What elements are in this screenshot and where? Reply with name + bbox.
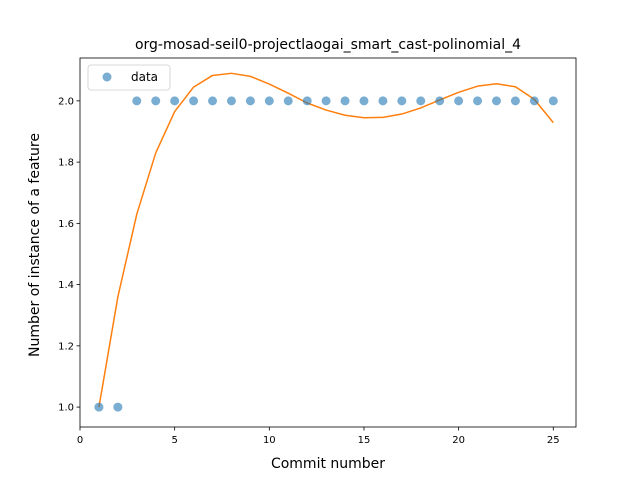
x-tick-label: 0 xyxy=(77,435,83,446)
data-point xyxy=(473,96,483,106)
plot-area xyxy=(94,72,558,412)
axes-frame xyxy=(79,57,577,428)
legend-label: data xyxy=(131,70,158,84)
data-point xyxy=(170,96,180,106)
data-point xyxy=(208,96,218,106)
data-point xyxy=(510,96,520,106)
data-point xyxy=(151,96,161,106)
legend-box xyxy=(87,64,171,91)
data-point xyxy=(416,96,426,106)
data-point xyxy=(226,96,236,106)
y-tick-label: 1.6 xyxy=(58,219,74,230)
data-point xyxy=(529,96,539,106)
data-point xyxy=(454,96,464,106)
legend-marker xyxy=(102,72,112,82)
y-axis-label: Number of instance of a feature xyxy=(27,133,43,357)
fit-line xyxy=(98,72,554,408)
data-point xyxy=(94,402,104,412)
data-point xyxy=(321,96,331,106)
x-tick-label: 15 xyxy=(358,435,371,446)
x-tick-label: 25 xyxy=(547,435,560,446)
data-point xyxy=(302,96,312,106)
legend: data xyxy=(87,64,171,91)
data-point xyxy=(548,96,558,106)
y-tick-label: 1.8 xyxy=(58,158,74,169)
axes: 0 5 10 15 20 25 1.0 1.2 1.4 1.6 1.8 2.0 xyxy=(58,57,577,446)
data-point xyxy=(132,96,142,106)
data-point xyxy=(378,96,388,106)
data-point xyxy=(283,96,293,106)
data-point xyxy=(340,96,350,106)
x-tick-label: 10 xyxy=(263,435,276,446)
y-tick-label: 1.4 xyxy=(58,280,74,291)
y-tick-label: 2.0 xyxy=(58,96,74,107)
data-point xyxy=(113,402,123,412)
data-point xyxy=(435,96,445,106)
x-tick-label: 5 xyxy=(171,435,177,446)
chart-title: org-mosad-seil0-projectlaogai_smart_cast… xyxy=(135,37,521,53)
data-point xyxy=(491,96,501,106)
y-tick-label: 1.0 xyxy=(58,403,74,414)
data-point xyxy=(189,96,199,106)
data-point xyxy=(359,96,369,106)
x-axis-label: Commit number xyxy=(271,456,385,472)
data-point xyxy=(245,96,255,106)
y-tick-label: 1.2 xyxy=(58,341,74,352)
data-point xyxy=(397,96,407,106)
x-tick-label: 20 xyxy=(452,435,465,446)
data-point xyxy=(264,96,274,106)
